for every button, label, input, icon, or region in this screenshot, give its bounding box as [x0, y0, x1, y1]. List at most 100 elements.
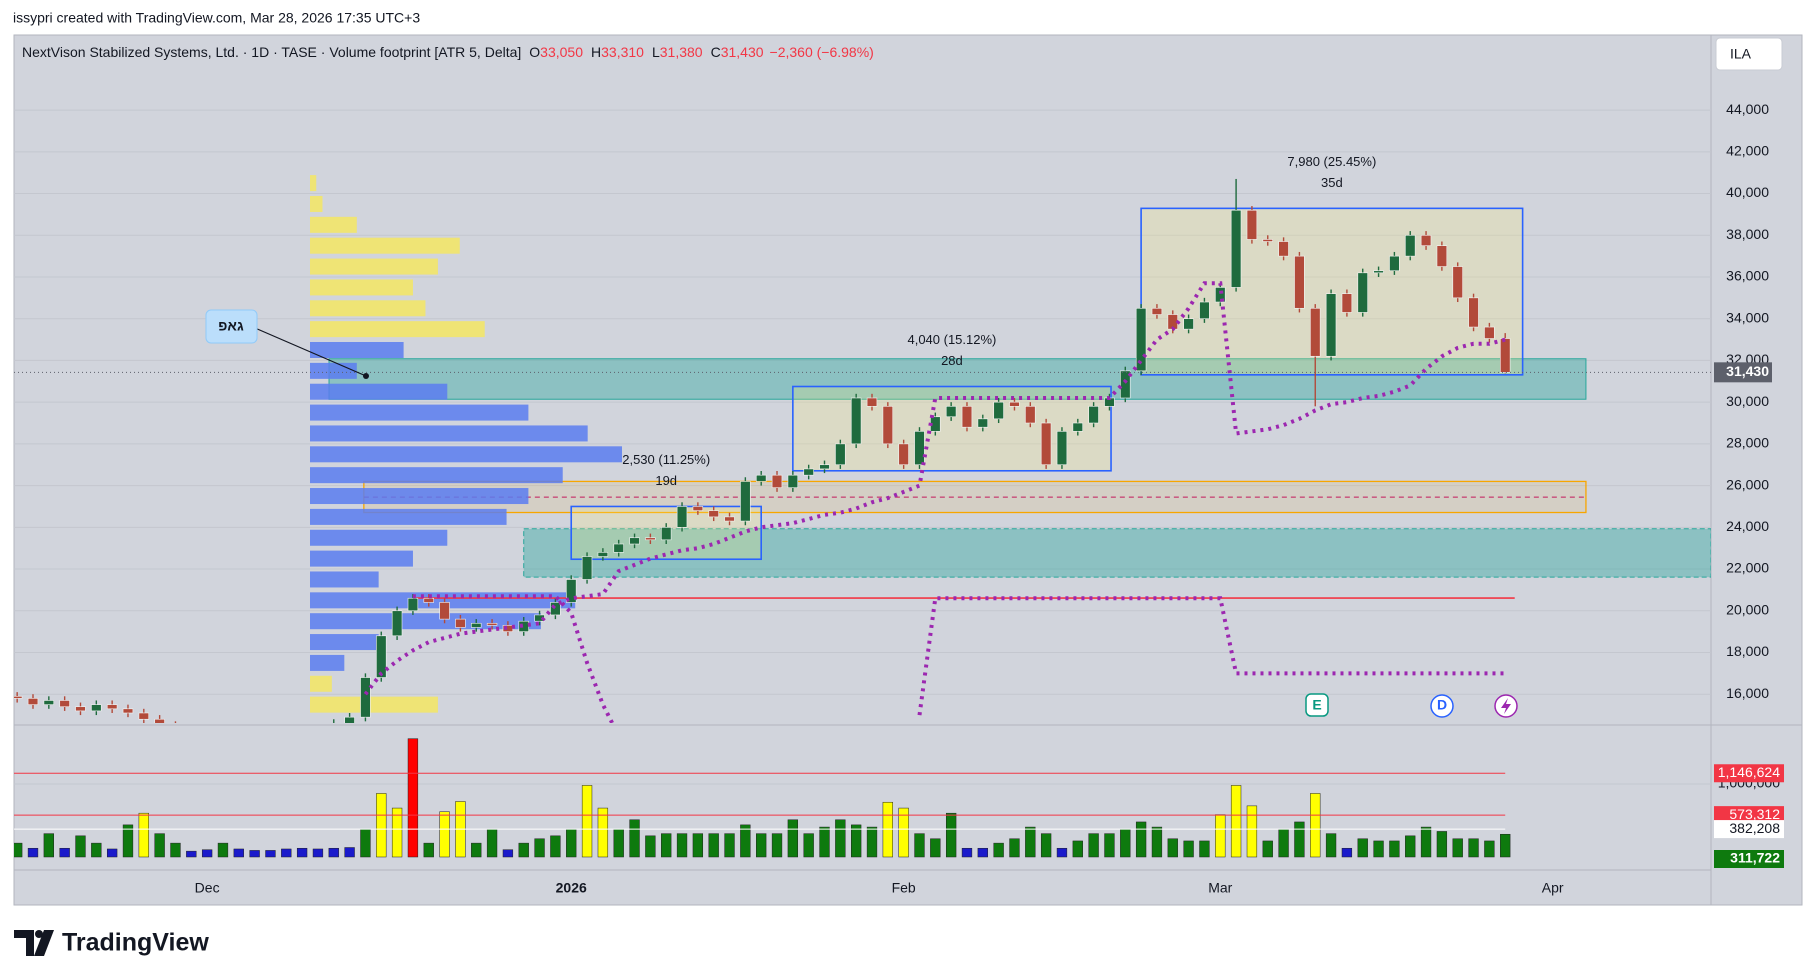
candle-body [43, 700, 55, 705]
candle-body [1183, 318, 1194, 330]
volume-bar [914, 833, 925, 858]
candle-body [692, 506, 704, 511]
volume-bar [1246, 805, 1258, 858]
candle-body [1310, 307, 1321, 357]
legend-value: 33,050 [540, 44, 583, 60]
gap-callout: גאפ [205, 309, 369, 379]
volume-bar [471, 842, 482, 858]
earnings-icon[interactable] [1305, 693, 1329, 717]
profile-row [310, 195, 323, 212]
candle-body [550, 602, 561, 616]
dividend-icon[interactable] [1430, 694, 1454, 718]
candle-body [708, 510, 719, 518]
measure-label: 4,040 (15.12%) [907, 332, 996, 347]
volume-bar [1025, 826, 1036, 858]
candle-body [59, 700, 70, 708]
candle-body [914, 431, 925, 466]
volume-bar [1151, 826, 1163, 858]
volume-bar [518, 842, 529, 858]
candle-body [439, 602, 450, 620]
volume-bar [376, 793, 387, 858]
volume-bar [835, 819, 846, 858]
volume-bar [1278, 828, 1289, 858]
candle-body [455, 618, 466, 628]
volume-bar [566, 828, 577, 858]
profile-row [310, 237, 460, 254]
profile-row [310, 175, 317, 192]
volume-bar [1294, 821, 1305, 858]
volume-bar [265, 850, 276, 858]
volume-bar [281, 848, 292, 858]
volume-bar [75, 835, 86, 858]
candle-body [945, 406, 957, 418]
profile-row [310, 696, 438, 713]
profile-row [310, 425, 588, 442]
trail-line [363, 281, 1506, 696]
candle-body [660, 527, 672, 541]
volume-bar [233, 848, 244, 858]
zone [523, 528, 1711, 578]
candle-body [724, 516, 735, 522]
volume-bar [1325, 833, 1337, 858]
logo-shape [14, 930, 34, 956]
volume-bar [1389, 840, 1400, 858]
currency-label: ILA [1730, 46, 1752, 62]
volume-bar [27, 847, 39, 858]
candle-body [1341, 293, 1353, 313]
volume-bar [1088, 833, 1099, 858]
volume-bar [1310, 793, 1321, 858]
candle-body [1373, 270, 1384, 274]
volume-bar [1405, 835, 1416, 858]
profile-row [310, 383, 448, 400]
y-tick-label: 36,000 [1726, 268, 1769, 284]
candle-body [629, 537, 640, 545]
candle-body [740, 481, 751, 522]
legend-value: 31,430 [721, 44, 764, 60]
candle-body [138, 712, 150, 720]
profile-row [310, 675, 332, 692]
credit: issypri created with TradingView.com, Ma… [13, 10, 420, 26]
volume-bar [201, 849, 213, 858]
volume-bar [1420, 826, 1432, 858]
legend-key: O [529, 44, 540, 60]
volume-bar [14, 842, 23, 858]
volume-bar [740, 824, 751, 858]
profile-row [310, 529, 448, 546]
volume-level-label: 1,146,624 [1718, 764, 1780, 780]
x-tick-label: Feb [892, 880, 916, 896]
measure-duration: 19d [655, 473, 677, 488]
split-glyph [1501, 698, 1511, 714]
candle-body [486, 622, 498, 626]
chart-legend: NextVison Stabilized Systems, Ltd. · 1D … [22, 44, 874, 60]
currency-button[interactable] [1715, 37, 1783, 71]
candle-body [850, 397, 862, 445]
candle-body [1294, 255, 1305, 309]
volume-bar [1436, 831, 1448, 858]
candle-body [1325, 293, 1337, 357]
candle-body [75, 706, 86, 712]
volume-bar [851, 824, 862, 858]
axes: 16,000 18,000 20,000 22,000 24,000 26,000 28,0… [195, 101, 1784, 896]
volume-bar [312, 848, 324, 858]
callout-line [254, 327, 367, 377]
callout-text: גאפ [218, 318, 244, 334]
price-pane: 2,530 (11.25%) 19d 4,040 (15.12%) 28d 7,980 … [14, 109, 1711, 723]
candle-body [1389, 255, 1400, 272]
volume-bar [945, 812, 957, 858]
candle-body [1468, 297, 1479, 328]
volume-bar [1120, 828, 1131, 858]
volume-level-tag [1714, 820, 1784, 839]
candle-body [676, 506, 688, 528]
volume-pane [14, 738, 1711, 858]
volume-level-label: 573,312 [1729, 806, 1780, 822]
volume-bar [170, 842, 181, 858]
candle-body [1484, 326, 1495, 339]
candle-body [423, 597, 434, 603]
volume-bar [1040, 833, 1052, 858]
volume-bar [1452, 838, 1463, 858]
measure-duration: 35d [1321, 175, 1343, 190]
candle-body [1357, 272, 1368, 313]
y-tick-label: 22,000 [1726, 560, 1769, 576]
last-price-label: 31,430 [1726, 363, 1769, 379]
logo-shape [34, 930, 54, 956]
